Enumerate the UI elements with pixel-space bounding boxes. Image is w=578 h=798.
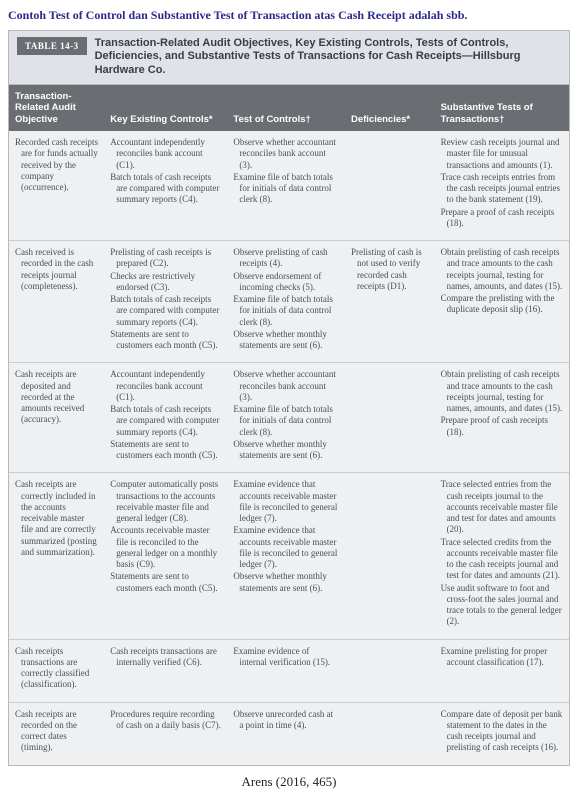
column-header: Deficiencies* xyxy=(345,85,435,131)
cell-line: Prelisting of cash receipts is prepared … xyxy=(110,247,221,270)
cell-line: Cash receipts are correctly included in … xyxy=(15,479,98,558)
cell-line: Examine file of batch totals for initial… xyxy=(233,294,339,328)
table-cell: Observe unrecorded cash at a point in ti… xyxy=(227,702,345,765)
cell-line: Review cash receipts journal and master … xyxy=(441,137,563,171)
table-cell: Cash receipts transactions are internall… xyxy=(104,639,227,702)
cell-line: Examine evidence that accounts receivabl… xyxy=(233,525,339,570)
table-cell: Cash receipts are correctly included in … xyxy=(9,473,104,639)
column-header: Key Existing Controls* xyxy=(104,85,227,131)
citation: Arens (2016, 465) xyxy=(8,774,570,790)
table-badge: TABLE 14-3 xyxy=(17,37,87,55)
cell-line: Trace selected entries from the cash rec… xyxy=(441,479,563,535)
cell-line: Examine evidence of internal verificatio… xyxy=(233,646,339,669)
cell-line: Statements are sent to customers each mo… xyxy=(110,571,221,594)
cell-line: Batch totals of cash receipts are compar… xyxy=(110,294,221,328)
table-cell xyxy=(345,702,435,765)
table-cell: Obtain prelisting of cash receipts and t… xyxy=(435,363,569,473)
cell-line: Accounts receivable master file is recon… xyxy=(110,525,221,570)
table-cell: Cash received is recorded in the cash re… xyxy=(9,241,104,363)
table-cell: Examine prelisting for proper account cl… xyxy=(435,639,569,702)
column-header: Substantive Tests of Transactions† xyxy=(435,85,569,131)
document-heading: Contoh Test of Control dan Substantive T… xyxy=(8,8,570,24)
cell-line: Trace selected credits from the accounts… xyxy=(441,537,563,582)
table-cell: Observe prelisting of cash receipts (4).… xyxy=(227,241,345,363)
audit-table-wrap: TABLE 14-3 Transaction-Related Audit Obj… xyxy=(8,30,570,766)
cell-line: Cash receipts transactions are correctly… xyxy=(15,646,98,691)
cell-line: Trace cash receipts entries from the cas… xyxy=(441,172,563,206)
cell-line: Cash receipts transactions are internall… xyxy=(110,646,221,669)
table-cell: Observe whether accountant reconciles ba… xyxy=(227,363,345,473)
cell-line: Recorded cash receipts are for funds act… xyxy=(15,137,98,193)
table-cell: Trace selected entries from the cash rec… xyxy=(435,473,569,639)
table-cell: Procedures require recording of cash on … xyxy=(104,702,227,765)
cell-line: Compare the prelisting with the duplicat… xyxy=(441,293,563,316)
cell-line: Observe whether monthly statements are s… xyxy=(233,571,339,594)
cell-line: Observe whether monthly statements are s… xyxy=(233,329,339,352)
table-cell xyxy=(345,131,435,241)
cell-line: Cash receipts are recorded on the correc… xyxy=(15,709,98,754)
cell-line: Examine file of batch totals for initial… xyxy=(233,172,339,206)
table-cell xyxy=(345,473,435,639)
cell-line: Examine prelisting for proper account cl… xyxy=(441,646,563,669)
cell-line: Checks are restrictively endorsed (C3). xyxy=(110,271,221,294)
cell-line: Accountant independently reconciles bank… xyxy=(110,137,221,171)
cell-line: Observe unrecorded cash at a point in ti… xyxy=(233,709,339,732)
table-row: Cash receipts are deposited and recorded… xyxy=(9,363,569,473)
cell-line: Obtain prelisting of cash receipts and t… xyxy=(441,247,563,292)
cell-line: Observe whether accountant reconciles ba… xyxy=(233,137,339,171)
table-row: Recorded cash receipts are for funds act… xyxy=(9,131,569,241)
table-cell: Prelisting of cash is not used to verify… xyxy=(345,241,435,363)
cell-line: Examine file of batch totals for initial… xyxy=(233,404,339,438)
cell-line: Statements are sent to customers each mo… xyxy=(110,439,221,462)
table-cell: Prelisting of cash receipts is prepared … xyxy=(104,241,227,363)
column-header: Test of Controls† xyxy=(227,85,345,131)
cell-line: Observe whether monthly statements are s… xyxy=(233,439,339,462)
audit-table: Transaction-Related Audit ObjectiveKey E… xyxy=(9,85,569,765)
table-row: Cash receipts are recorded on the correc… xyxy=(9,702,569,765)
cell-line: Batch totals of cash receipts are compar… xyxy=(110,172,221,206)
cell-line: Cash received is recorded in the cash re… xyxy=(15,247,98,292)
table-row: Cash receipts transactions are correctly… xyxy=(9,639,569,702)
table-cell: Accountant independently reconciles bank… xyxy=(104,363,227,473)
cell-line: Examine evidence that accounts receivabl… xyxy=(233,479,339,524)
table-cell: Review cash receipts journal and master … xyxy=(435,131,569,241)
table-cell: Computer automatically posts transaction… xyxy=(104,473,227,639)
cell-line: Obtain prelisting of cash receipts and t… xyxy=(441,369,563,414)
cell-line: Accountant independently reconciles bank… xyxy=(110,369,221,403)
table-cell: Recorded cash receipts are for funds act… xyxy=(9,131,104,241)
cell-line: Observe endorsement of incoming checks (… xyxy=(233,271,339,294)
cell-line: Observe prelisting of cash receipts (4). xyxy=(233,247,339,270)
table-body: Recorded cash receipts are for funds act… xyxy=(9,131,569,765)
table-cell: Cash receipts are recorded on the correc… xyxy=(9,702,104,765)
cell-line: Compare date of deposit per bank stateme… xyxy=(441,709,563,754)
cell-line: Batch totals of cash receipts are compar… xyxy=(110,404,221,438)
column-header: Transaction-Related Audit Objective xyxy=(9,85,104,131)
table-cell: Cash receipts are deposited and recorded… xyxy=(9,363,104,473)
table-row: Cash received is recorded in the cash re… xyxy=(9,241,569,363)
cell-line: Cash receipts are deposited and recorded… xyxy=(15,369,98,425)
table-cell: Examine evidence that accounts receivabl… xyxy=(227,473,345,639)
table-title: Transaction-Related Audit Objectives, Ke… xyxy=(95,37,561,78)
cell-line: Statements are sent to customers each mo… xyxy=(110,329,221,352)
cell-line: Procedures require recording of cash on … xyxy=(110,709,221,732)
cell-line: Prepare a proof of cash receipts (18). xyxy=(441,207,563,230)
cell-line: Use audit software to foot and cross-foo… xyxy=(441,583,563,628)
table-title-row: TABLE 14-3 Transaction-Related Audit Obj… xyxy=(9,31,569,85)
table-cell: Accountant independently reconciles bank… xyxy=(104,131,227,241)
table-cell: Compare date of deposit per bank stateme… xyxy=(435,702,569,765)
table-cell: Examine evidence of internal verificatio… xyxy=(227,639,345,702)
table-cell: Observe whether accountant reconciles ba… xyxy=(227,131,345,241)
table-cell xyxy=(345,639,435,702)
cell-line: Prelisting of cash is not used to verify… xyxy=(351,247,429,292)
cell-line: Prepare proof of cash receipts (18). xyxy=(441,415,563,438)
table-cell xyxy=(345,363,435,473)
table-row: Cash receipts are correctly included in … xyxy=(9,473,569,639)
cell-line: Computer automatically posts transaction… xyxy=(110,479,221,524)
cell-line: Observe whether accountant reconciles ba… xyxy=(233,369,339,403)
table-header-row: Transaction-Related Audit ObjectiveKey E… xyxy=(9,85,569,131)
table-cell: Cash receipts transactions are correctly… xyxy=(9,639,104,702)
table-cell: Obtain prelisting of cash receipts and t… xyxy=(435,241,569,363)
